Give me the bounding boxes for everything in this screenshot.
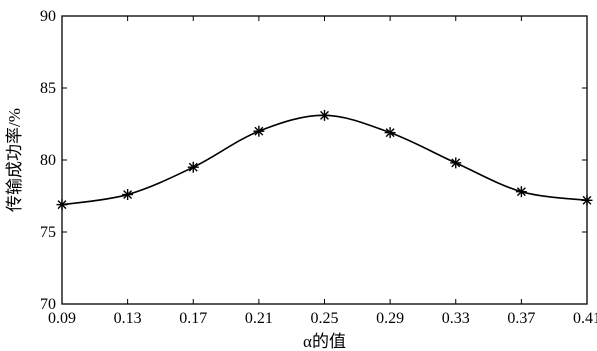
data-point bbox=[450, 157, 462, 169]
data-point bbox=[319, 109, 330, 121]
axis-labels: α的值 传输成功率/% bbox=[5, 108, 346, 351]
plot-frame bbox=[61, 15, 588, 305]
x-tick-label: 0.29 bbox=[376, 310, 404, 327]
axes bbox=[61, 15, 588, 305]
x-tick-label: 0.33 bbox=[442, 310, 470, 327]
y-tick-label: 80 bbox=[40, 152, 56, 169]
data-point bbox=[122, 189, 134, 201]
y-tick-label: 90 bbox=[40, 8, 56, 25]
series bbox=[56, 109, 593, 211]
y-axis-label: 传输成功率/% bbox=[5, 108, 24, 212]
x-tick-label: 0.37 bbox=[507, 310, 535, 327]
ticks: 0.09 0.13 0.17 0.21 0.25 0.29 0.33 0.37 0.41 70 75… bbox=[40, 8, 597, 327]
data-point bbox=[581, 194, 593, 206]
x-axis-label: α的值 bbox=[303, 332, 346, 351]
y-tick-label: 70 bbox=[40, 296, 56, 313]
x-tick-label: 0.09 bbox=[48, 310, 76, 327]
data-point bbox=[515, 186, 527, 198]
y-tick-label: 75 bbox=[40, 224, 56, 241]
y-tick-label: 85 bbox=[40, 80, 56, 97]
x-tick-label: 0.41 bbox=[573, 310, 597, 327]
series-line bbox=[61, 114, 588, 206]
x-tick-label: 0.17 bbox=[179, 310, 207, 327]
x-tick-label: 0.13 bbox=[114, 310, 142, 327]
data-point bbox=[384, 127, 396, 139]
data-point bbox=[56, 199, 68, 211]
data-point bbox=[187, 161, 199, 173]
data-point bbox=[253, 125, 265, 137]
x-tick-label: 0.25 bbox=[311, 310, 339, 327]
x-tick-label: 0.21 bbox=[245, 310, 273, 327]
